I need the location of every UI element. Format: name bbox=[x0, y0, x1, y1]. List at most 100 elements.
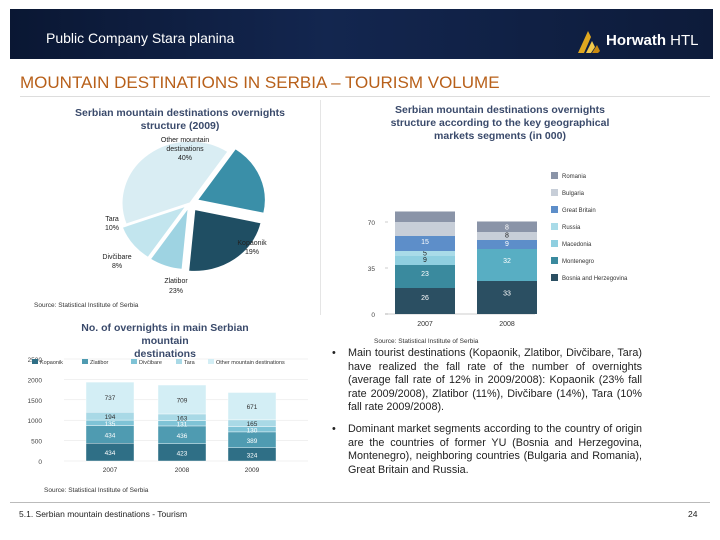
data-label: 8 bbox=[505, 233, 509, 240]
data-label: 436 bbox=[177, 433, 188, 440]
legend-item: Russia bbox=[562, 225, 581, 231]
bar-segment bbox=[85, 381, 135, 413]
pie-label: Tara bbox=[105, 216, 119, 223]
pie-chart-title: Serbian mountain destinations overnights… bbox=[74, 107, 286, 132]
pie-label: Zlatibor bbox=[164, 278, 188, 285]
bar-segment bbox=[477, 221, 537, 232]
legend-item: Macedonia bbox=[562, 242, 592, 248]
data-label: 423 bbox=[177, 450, 188, 457]
data-label: 671 bbox=[247, 404, 258, 411]
legend-swatch bbox=[551, 274, 558, 281]
pie-slice bbox=[149, 205, 190, 271]
pie-label: Divčibare bbox=[102, 254, 131, 261]
data-label: 434 bbox=[105, 432, 116, 439]
y-tick-label: 0 bbox=[38, 459, 42, 466]
x-tick-label: 2008 bbox=[175, 467, 190, 474]
bar-segment bbox=[395, 211, 455, 222]
bullet-item: • Dominant market segments according to t… bbox=[332, 422, 642, 476]
data-label: 5 bbox=[423, 251, 427, 258]
data-label: 26 bbox=[421, 295, 429, 302]
data-label: 8 bbox=[505, 225, 509, 232]
y-tick-label: 1000 bbox=[28, 418, 42, 425]
bar-segment bbox=[227, 392, 277, 421]
pie-chart: Other mountain destinations 40% Kopaonik 19%… bbox=[102, 137, 267, 295]
horwath-logo: Horwath HTL bbox=[576, 29, 706, 55]
legend-swatch bbox=[208, 359, 214, 364]
footer-section: 5.1. Serbian mountain destinations - Tou… bbox=[19, 509, 188, 519]
bar-segment bbox=[477, 229, 537, 240]
data-label: 130 bbox=[247, 427, 258, 434]
legend-swatch bbox=[551, 223, 558, 230]
data-label: 324 bbox=[247, 452, 258, 459]
y-tick-label: 0 bbox=[371, 312, 375, 319]
legend-swatch bbox=[551, 206, 558, 213]
data-label: 163 bbox=[177, 415, 188, 422]
bullet-list: • Main tourist destinations (Kopaonik, Zl… bbox=[330, 347, 642, 485]
pie-label: Kopaonik bbox=[237, 240, 267, 247]
pie-label: 10% bbox=[105, 225, 119, 232]
market-chart-title: Serbian mountain destinations overnights… bbox=[390, 104, 610, 142]
market-source: Source: Statistical Institute of Serbia bbox=[374, 338, 479, 345]
overnights-chart-title: No. of overnights in main Serbian mounta… bbox=[81, 322, 249, 360]
data-label: 709 bbox=[177, 397, 188, 404]
legend-item: Other mountain destinations bbox=[216, 360, 285, 366]
legend-item: Montenegro bbox=[562, 259, 595, 265]
legend-swatch bbox=[551, 189, 558, 196]
bar-segment bbox=[395, 253, 455, 265]
data-label: 165 bbox=[247, 421, 258, 428]
legend-item: Romania bbox=[562, 174, 587, 180]
legend-swatch bbox=[32, 359, 38, 364]
pie-slice bbox=[187, 208, 262, 273]
title-divider bbox=[20, 96, 710, 97]
x-tick-label: 2009 bbox=[245, 467, 260, 474]
data-label: 135 bbox=[105, 421, 116, 428]
vertical-divider bbox=[320, 100, 321, 315]
bar-segment bbox=[395, 249, 455, 256]
pie-slice bbox=[196, 147, 267, 215]
y-tick-label: 2000 bbox=[28, 377, 42, 384]
bullet-item: • Main tourist destinations (Kopaonik, Zl… bbox=[332, 347, 642, 414]
overnights-chart: 05001000150020002500KopaonikZlatiborDivč… bbox=[28, 357, 308, 474]
legend-swatch bbox=[131, 359, 137, 364]
legend-swatch bbox=[551, 240, 558, 247]
data-label: 15 bbox=[421, 239, 429, 246]
data-label: 434 bbox=[105, 450, 116, 457]
overnights-source: Source: Statistical Institute of Serbia bbox=[44, 487, 149, 494]
bar-segment bbox=[395, 231, 455, 251]
data-label: 194 bbox=[105, 414, 116, 421]
logo-mark-icon bbox=[578, 31, 600, 53]
y-tick-label: 70 bbox=[368, 220, 376, 227]
y-tick-label: 35 bbox=[368, 266, 376, 273]
page-number: 24 bbox=[688, 509, 698, 519]
legend-swatch bbox=[551, 172, 558, 179]
pie-label: destinations bbox=[166, 146, 204, 153]
x-tick-label: 2008 bbox=[499, 321, 515, 328]
data-label: 131 bbox=[177, 421, 188, 428]
pie-slice bbox=[121, 140, 229, 225]
legend-item: Kopaonik bbox=[40, 360, 63, 366]
pie-label: Other mountain bbox=[161, 137, 209, 144]
x-tick-label: 2007 bbox=[417, 321, 433, 328]
legend-item: Great Britain bbox=[562, 208, 596, 214]
bar-segment bbox=[157, 384, 207, 415]
data-label: 389 bbox=[247, 438, 258, 445]
pie-label: 8% bbox=[112, 263, 122, 270]
data-label: 33 bbox=[503, 290, 511, 297]
legend-item: Tara bbox=[184, 360, 196, 366]
pie-slice bbox=[121, 204, 188, 259]
logo-text: Horwath HTL bbox=[606, 32, 699, 49]
header-bar: Public Company Stara planina Horwath HTL bbox=[10, 9, 713, 59]
pie-label: 40% bbox=[178, 155, 192, 162]
legend-swatch bbox=[551, 257, 558, 264]
footer-divider bbox=[10, 502, 710, 503]
data-label: 32 bbox=[503, 258, 511, 265]
pie-source: Source: Statistical Institute of Serbia bbox=[34, 302, 139, 309]
legend-item: Bulgaria bbox=[562, 191, 585, 197]
y-tick-label: 500 bbox=[31, 439, 42, 446]
legend-item: Bosnia and Herzegovina bbox=[562, 276, 628, 282]
y-tick-label: 1500 bbox=[28, 398, 42, 405]
data-label: 737 bbox=[105, 395, 116, 402]
legend-swatch bbox=[82, 359, 88, 364]
page-title: MOUNTAIN DESTINATIONS IN SERBIA – TOURIS… bbox=[20, 73, 500, 92]
